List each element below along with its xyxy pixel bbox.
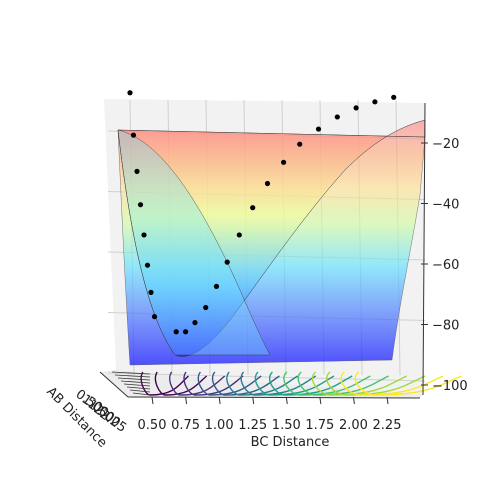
contour-line: [240, 371, 317, 396]
contour-line: [114, 374, 151, 378]
x-ticks: 0.50 0.75 1.00 1.25 1.50 1.75 2.00 2.25: [138, 396, 402, 433]
x-tick-label: 1.25: [238, 418, 267, 433]
x-tick-mark: [218, 396, 221, 405]
contour-line: [132, 392, 151, 396]
trajectory-point: [182, 329, 189, 335]
trajectory-point: [148, 289, 154, 295]
x-tick-label: 2.00: [339, 418, 368, 433]
x-tick-mark: [151, 396, 154, 405]
contour-line: [226, 371, 298, 396]
trajectory-point: [134, 168, 140, 174]
z-tick-label: −100: [432, 379, 468, 394]
contour-line: [126, 386, 151, 390]
x-tick-mark: [352, 396, 355, 405]
contour-line: [254, 371, 335, 396]
trajectory-point: [264, 180, 271, 187]
trajectory-point: [144, 262, 151, 268]
x-axis-line: [127, 396, 421, 399]
trajectory-point: [130, 132, 137, 138]
trajectory-point: [250, 205, 256, 211]
contour-line: [268, 371, 353, 396]
z-gridline: [107, 372, 426, 382]
trajectory-point: [137, 202, 144, 208]
x-tick-label: 1.00: [205, 418, 234, 433]
x-tick-label: 1.75: [305, 418, 334, 433]
trajectory-point: [297, 141, 303, 147]
trajectory-point: [151, 314, 158, 320]
z-ticks: −20 −40 −60 −80 −100: [421, 137, 468, 394]
x-tick-mark: [386, 396, 389, 405]
y-axis-line: [99, 371, 129, 398]
contour-line: [211, 371, 280, 396]
trajectory-point: [173, 329, 179, 335]
trajectory-point: [281, 159, 287, 165]
energy-surface: [117, 119, 426, 366]
z-tick-label: −40: [432, 198, 459, 213]
contour-line: [354, 371, 462, 396]
trajectory-point: [213, 283, 220, 289]
x-tick-label: 0.50: [138, 418, 167, 433]
trajectory: [127, 90, 397, 335]
contour-line: [311, 371, 408, 396]
contour-line: [111, 371, 151, 375]
contour-line: [123, 383, 151, 387]
x-tick-mark: [252, 396, 255, 405]
x-tick-label: 0.75: [171, 418, 200, 433]
contour-line: [154, 371, 208, 396]
contour-line: [129, 389, 151, 393]
z-tick-label: −20: [432, 137, 459, 152]
trajectory-point: [203, 304, 209, 311]
x-tick-mark: [285, 396, 288, 405]
trajectory-point: [141, 232, 147, 238]
trajectory-point: [391, 94, 397, 100]
floor-pane: [100, 370, 423, 398]
trajectory-point: [353, 105, 359, 111]
trajectory-point: [127, 90, 133, 96]
contour-line: [183, 371, 244, 396]
trajectory-point: [372, 99, 378, 105]
surface-inner-ridge: [117, 129, 271, 356]
contour-line: [120, 380, 151, 384]
x-tick-label: 1.50: [272, 418, 301, 433]
x-tick-mark: [319, 396, 322, 405]
trajectory-point: [334, 114, 340, 120]
trajectory-point: [315, 126, 322, 132]
contour-line: [340, 371, 444, 396]
z-tick-label: −80: [432, 319, 459, 334]
trajectory-point: [236, 232, 242, 238]
contour-line: [326, 371, 426, 396]
contour-line: [169, 371, 226, 396]
floor-contours: [111, 371, 462, 396]
x-tick-label: 2.25: [373, 418, 402, 433]
contour-line: [297, 371, 389, 396]
contour-line: [197, 371, 262, 396]
x-tick-mark: [185, 396, 188, 405]
trajectory-point: [224, 259, 230, 265]
contour-line: [117, 377, 151, 381]
z-axis-line: [422, 102, 426, 396]
trajectory-point: [192, 320, 198, 326]
z-tick-label: −60: [432, 258, 459, 273]
x-axis-label: BC Distance: [251, 435, 330, 450]
